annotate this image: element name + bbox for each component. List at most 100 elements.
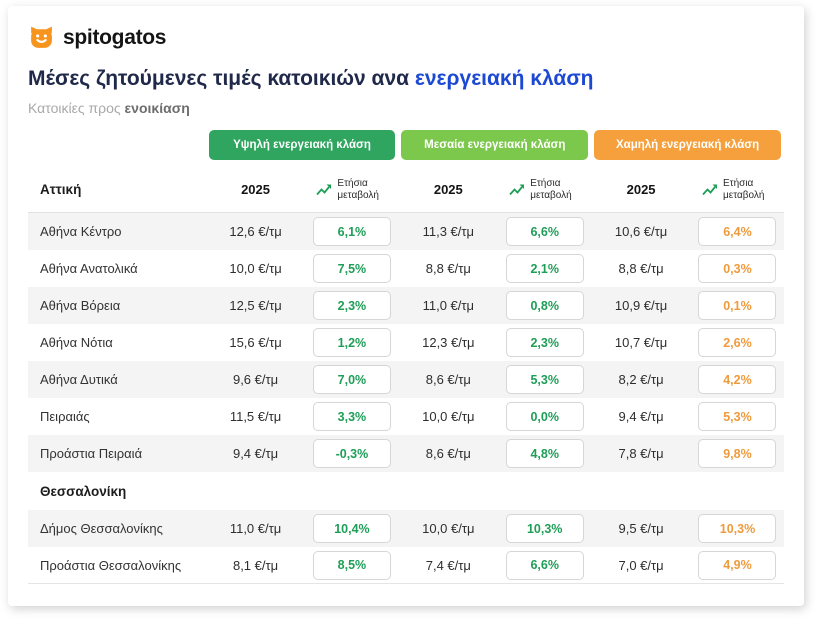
change-badge: 5,3% — [698, 402, 777, 431]
price-value: 11,3 €/τμ — [398, 213, 499, 250]
price-value: 8,1 €/τμ — [205, 547, 306, 584]
price-value: 10,9 €/τμ — [591, 287, 691, 324]
change-header-label: Ετήσια μεταβολή — [722, 177, 765, 201]
price-value: 8,6 €/τμ — [398, 361, 499, 398]
change-header-label: Ετήσια μεταβολή — [337, 177, 379, 201]
price-value: 12,6 €/τμ — [205, 213, 306, 250]
table-row: Αθήνα Νότια 15,6 €/τμ 1,2% 12,3 €/τμ 2,3% 10,… — [28, 324, 784, 361]
change-badge: 7,0% — [312, 365, 391, 394]
price-value: 9,6 €/τμ — [205, 361, 306, 398]
change-cell: 4,9% — [690, 547, 784, 584]
price-value: 8,6 €/τμ — [398, 435, 499, 472]
section-title: Αττική — [28, 167, 206, 213]
price-value: 11,0 €/τμ — [205, 510, 306, 547]
year-header: 2025 — [205, 167, 306, 213]
title-highlight-link[interactable]: ενεργειακή κλάση — [414, 67, 594, 90]
change-cell: 4,2% — [690, 361, 784, 398]
page-subtitle: Κατοικίες προς ενοικίαση — [28, 100, 784, 116]
area-label: Δήμος Θεσσαλονίκης — [28, 510, 206, 547]
group-pill-high: Υψηλή ενεργειακή κλάση — [208, 130, 396, 160]
area-label: Αθήνα Νότια — [40, 335, 113, 350]
change-cell: 2,3% — [305, 287, 399, 324]
change-header: Ετήσια μεταβολή — [305, 167, 399, 213]
change-badge: 0,3% — [698, 254, 777, 283]
change-badge: 2,3% — [505, 328, 584, 357]
change-cell: 5,3% — [498, 361, 592, 398]
change-badge: 4,8% — [505, 439, 584, 468]
group-header-row: Υψηλή ενεργειακή κλάση Μεσαία ενεργειακή… — [28, 130, 784, 167]
change-badge: 2,6% — [698, 328, 777, 357]
price-value: 15,6 €/τμ — [229, 335, 282, 350]
page-title: Μέσες ζητούμενες τιμές κατοικιών ανα ενε… — [28, 67, 784, 91]
subtitle-prefix: Κατοικίες προς — [28, 100, 121, 116]
title-prefix: Μέσες ζητούμενες τιμές κατοικιών ανα — [28, 67, 410, 90]
change-cell: 7,0% — [305, 361, 399, 398]
change-cell: -0,3% — [305, 435, 399, 472]
table-row: Αθήνα Ανατολικά 10,0 €/τμ 7,5% 8,8 €/τμ 2,1%… — [28, 250, 784, 287]
change-cell: 4,8% — [498, 435, 592, 472]
change-cell: 0,8% — [498, 287, 592, 324]
area-label: Πειραιάς — [40, 409, 90, 424]
area-label: Αθήνα Ανατολικά — [40, 261, 138, 276]
change-badge: 2,1% — [505, 254, 584, 283]
price-value: 10,0 €/τμ — [398, 510, 499, 547]
price-value: 11,0 €/τμ — [398, 287, 499, 324]
price-value: 12,5 €/τμ — [205, 287, 306, 324]
price-value: 8,2 €/τμ — [591, 361, 691, 398]
change-header: Ετήσια μεταβολή — [498, 167, 592, 213]
price-value: 7,0 €/τμ — [591, 547, 691, 584]
change-cell: 10,3% — [498, 510, 592, 547]
price-value: 7,4 €/τμ — [398, 547, 499, 584]
price-value: 10,7 €/τμ — [614, 335, 668, 350]
change-badge: 7,5% — [312, 254, 391, 283]
change-badge: 4,9% — [698, 550, 777, 580]
change-badge: 9,8% — [698, 439, 777, 468]
year-header: 2025 — [398, 167, 499, 213]
change-badge: 10,3% — [698, 514, 777, 543]
price-value: 10,6 €/τμ — [591, 213, 691, 250]
price-value: 9,4 €/τμ — [618, 409, 664, 424]
trending-up-icon — [702, 184, 717, 195]
area-label: Προάστια Θεσσαλονίκης — [28, 547, 206, 584]
change-cell: 8,5% — [305, 547, 399, 584]
price-value: 10,0 €/τμ — [229, 261, 282, 276]
change-badge: 1,2% — [312, 328, 391, 357]
table-row: Αθήνα Βόρεια 12,5 €/τμ 2,3% 11,0 €/τμ 0,8% 10… — [28, 287, 784, 324]
change-badge: 0,0% — [505, 402, 584, 431]
area-label: Προάστια Πειραιά — [28, 435, 206, 472]
change-cell: 0,0% — [498, 398, 591, 435]
cat-icon — [31, 26, 52, 48]
price-value: 12,3 €/τμ — [422, 335, 475, 350]
change-badge: 10,4% — [312, 514, 391, 543]
change-badge: 0,1% — [698, 291, 777, 320]
table-row: Αθήνα Κέντρο 12,6 €/τμ 6,1% 11,3 €/τμ 6,6% 10… — [28, 213, 784, 250]
change-cell: 6,1% — [305, 213, 399, 250]
change-cell: 6,6% — [498, 213, 592, 250]
subtitle-emphasis: ενοικίαση — [124, 100, 190, 116]
table-row: Δήμος Θεσσαλονίκης 11,0 €/τμ 10,4% 10,0 €/τ… — [28, 510, 784, 547]
change-badge: 6,6% — [505, 217, 584, 246]
trending-up-icon — [316, 184, 332, 195]
change-badge: 5,3% — [505, 365, 584, 394]
column-header-row: Αττική 2025 Ετήσια μεταβολή 2025 — [28, 167, 784, 213]
area-label: Αθήνα Κέντρο — [28, 213, 206, 250]
change-cell: 0,1% — [690, 287, 784, 324]
price-table: Υψηλή ενεργειακή κλάση Μεσαία ενεργειακή… — [28, 130, 784, 584]
price-value: 10,0 €/τμ — [422, 409, 475, 424]
trending-up-icon — [509, 184, 525, 195]
change-badge: 10,3% — [505, 514, 584, 543]
change-cell: 0,3% — [691, 250, 784, 287]
change-badge: 6,1% — [312, 217, 391, 246]
group-pill-low: Χαμηλή ενεργειακή κλάση — [594, 130, 781, 160]
change-badge: 0,8% — [505, 291, 584, 320]
change-badge: 8,5% — [312, 550, 391, 580]
brand-logo[interactable]: spitogatos — [28, 24, 784, 51]
table-row: Πειραιάς 11,5 €/τμ 3,3% 10,0 €/τμ 0,0% 9,4 €/… — [28, 398, 784, 435]
change-badge: 6,6% — [505, 550, 584, 580]
change-cell: 6,6% — [498, 547, 592, 584]
price-value: 7,8 €/τμ — [591, 435, 691, 472]
table-row: Προάστια Θεσσαλονίκης 8,1 €/τμ 8,5% 7,4 €/τ… — [28, 547, 784, 584]
brand-name: spitogatos — [63, 25, 167, 49]
price-value: 8,8 €/τμ — [425, 261, 471, 276]
change-badge: 3,3% — [312, 402, 391, 431]
